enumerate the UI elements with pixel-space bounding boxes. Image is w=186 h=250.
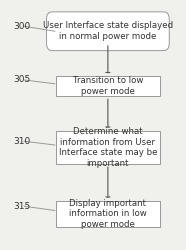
FancyBboxPatch shape: [56, 76, 160, 96]
FancyBboxPatch shape: [56, 200, 160, 227]
Text: Determine what
information from User
Interface state may be
important: Determine what information from User Int…: [59, 127, 157, 168]
Text: User Interface state displayed
in normal power mode: User Interface state displayed in normal…: [43, 22, 173, 41]
Text: Transition to low
power mode: Transition to low power mode: [73, 76, 143, 96]
FancyBboxPatch shape: [56, 130, 160, 164]
Text: 305: 305: [13, 76, 30, 84]
Text: 315: 315: [13, 202, 30, 211]
Text: 310: 310: [13, 137, 30, 146]
Text: Display important
information in low
power mode: Display important information in low pow…: [69, 198, 147, 229]
Text: 300: 300: [13, 22, 30, 31]
FancyBboxPatch shape: [46, 12, 169, 51]
